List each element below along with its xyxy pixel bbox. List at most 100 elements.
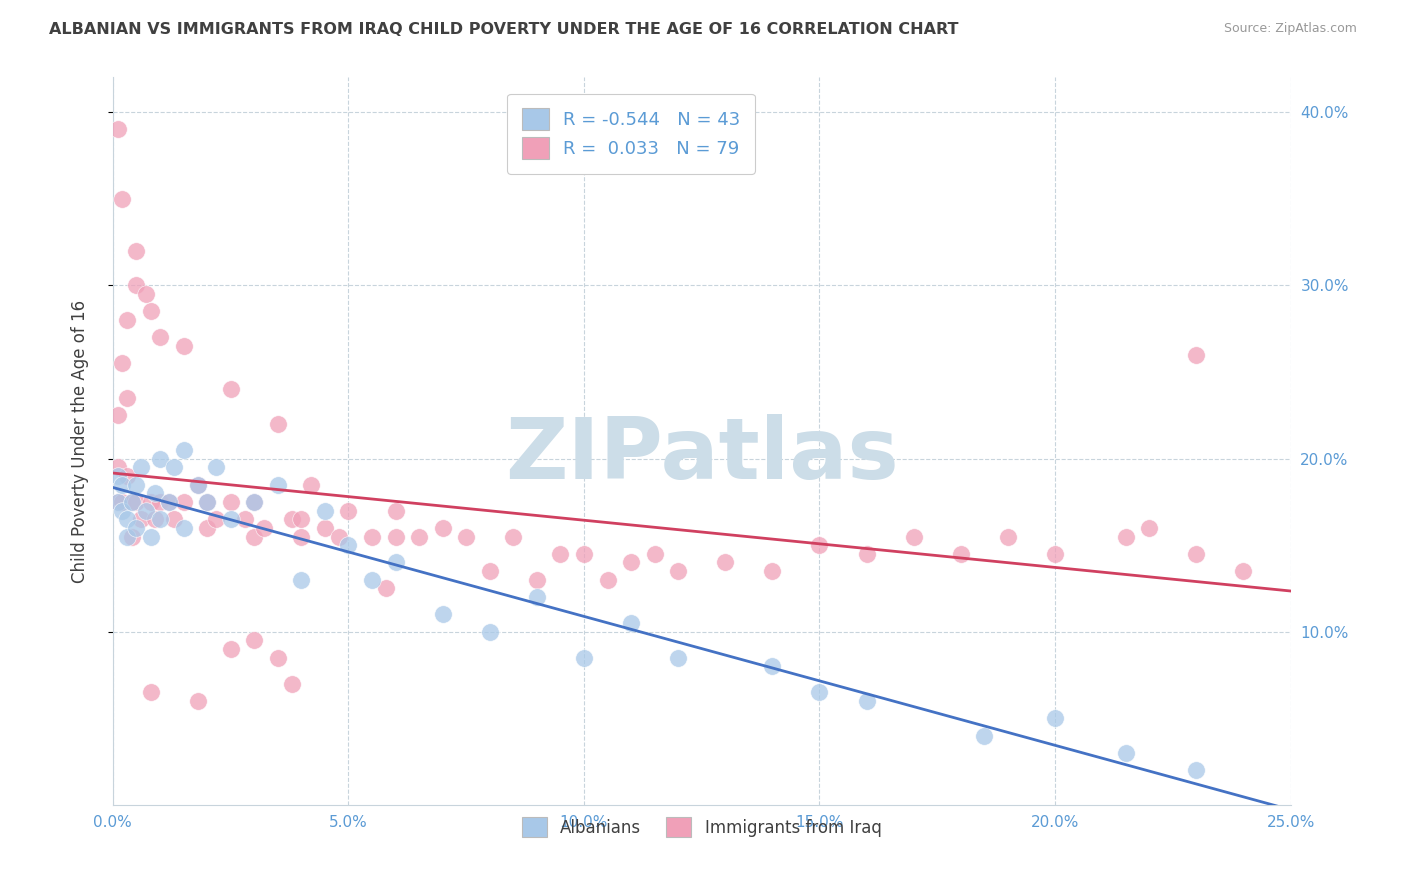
Point	[384, 503, 406, 517]
Point	[572, 547, 595, 561]
Point	[949, 547, 972, 561]
Point	[149, 451, 172, 466]
Point	[157, 495, 180, 509]
Y-axis label: Child Poverty Under the Age of 16: Child Poverty Under the Age of 16	[72, 300, 89, 582]
Point	[328, 529, 350, 543]
Point	[408, 529, 430, 543]
Point	[173, 495, 195, 509]
Point	[163, 512, 186, 526]
Point	[243, 633, 266, 648]
Point	[314, 521, 336, 535]
Point	[267, 477, 290, 491]
Point	[267, 650, 290, 665]
Text: ZIPatlas: ZIPatlas	[505, 414, 898, 497]
Point	[337, 503, 360, 517]
Point	[125, 244, 148, 258]
Point	[195, 495, 218, 509]
Point	[620, 556, 643, 570]
Point	[111, 192, 134, 206]
Point	[111, 503, 134, 517]
Point	[252, 521, 274, 535]
Point	[129, 460, 152, 475]
Point	[149, 330, 172, 344]
Point	[115, 468, 138, 483]
Point	[107, 122, 129, 136]
Point	[808, 685, 831, 699]
Point	[107, 495, 129, 509]
Point	[115, 512, 138, 526]
Point	[281, 512, 304, 526]
Point	[299, 477, 322, 491]
Point	[1043, 711, 1066, 725]
Text: ALBANIAN VS IMMIGRANTS FROM IRAQ CHILD POVERTY UNDER THE AGE OF 16 CORRELATION C: ALBANIAN VS IMMIGRANTS FROM IRAQ CHILD P…	[49, 22, 959, 37]
Point	[187, 477, 209, 491]
Point	[125, 278, 148, 293]
Point	[1185, 547, 1208, 561]
Point	[997, 529, 1019, 543]
Point	[219, 495, 242, 509]
Point	[107, 495, 129, 509]
Point	[243, 529, 266, 543]
Point	[107, 409, 129, 423]
Point	[714, 556, 737, 570]
Point	[337, 538, 360, 552]
Point	[125, 477, 148, 491]
Point	[149, 512, 172, 526]
Point	[205, 512, 228, 526]
Point	[855, 694, 877, 708]
Point	[502, 529, 524, 543]
Point	[219, 512, 242, 526]
Point	[432, 521, 454, 535]
Point	[125, 521, 148, 535]
Point	[233, 512, 256, 526]
Point	[139, 304, 162, 318]
Point	[290, 529, 312, 543]
Point	[361, 573, 384, 587]
Point	[187, 477, 209, 491]
Point	[666, 650, 689, 665]
Point	[125, 495, 148, 509]
Point	[290, 512, 312, 526]
Point	[281, 677, 304, 691]
Point	[596, 573, 619, 587]
Point	[550, 547, 572, 561]
Point	[149, 495, 172, 509]
Point	[219, 642, 242, 657]
Text: Source: ZipAtlas.com: Source: ZipAtlas.com	[1223, 22, 1357, 36]
Point	[121, 529, 143, 543]
Point	[1115, 746, 1137, 760]
Point	[187, 694, 209, 708]
Point	[973, 729, 995, 743]
Point	[139, 685, 162, 699]
Point	[143, 486, 166, 500]
Point	[121, 495, 143, 509]
Point	[219, 382, 242, 396]
Point	[135, 287, 157, 301]
Point	[620, 616, 643, 631]
Point	[478, 564, 501, 578]
Point	[666, 564, 689, 578]
Point	[173, 339, 195, 353]
Point	[107, 460, 129, 475]
Point	[432, 607, 454, 622]
Point	[384, 529, 406, 543]
Point	[456, 529, 478, 543]
Point	[903, 529, 925, 543]
Point	[173, 521, 195, 535]
Point	[139, 529, 162, 543]
Point	[139, 495, 162, 509]
Point	[111, 356, 134, 370]
Point	[121, 495, 143, 509]
Point	[572, 650, 595, 665]
Point	[205, 460, 228, 475]
Point	[157, 495, 180, 509]
Point	[644, 547, 666, 561]
Point	[375, 582, 398, 596]
Point	[267, 417, 290, 431]
Point	[173, 442, 195, 457]
Point	[290, 573, 312, 587]
Point	[243, 495, 266, 509]
Point	[1185, 764, 1208, 778]
Point	[195, 521, 218, 535]
Point	[1137, 521, 1160, 535]
